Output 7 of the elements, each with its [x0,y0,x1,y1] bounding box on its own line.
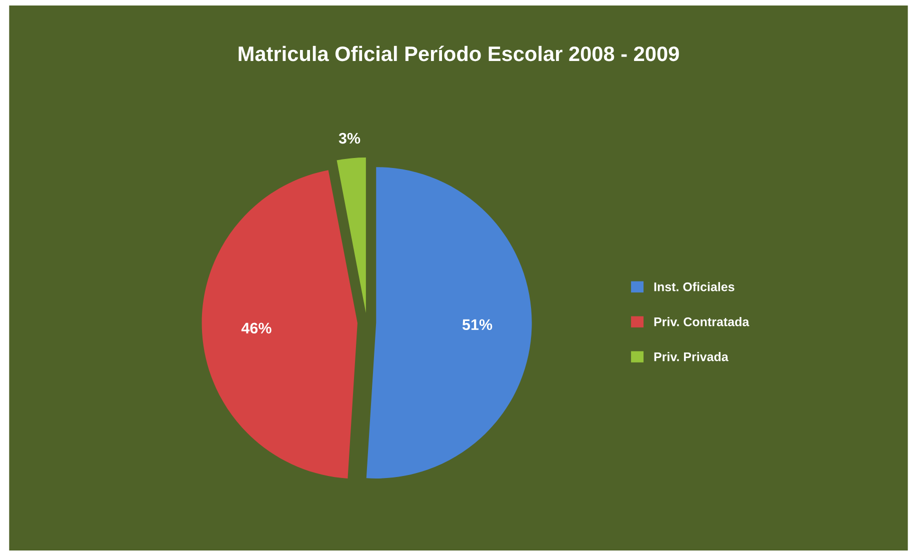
data-label: 3% [338,132,360,144]
chart-title: Matricula Oficial Período Escolar 2008 - 2009 [238,46,679,62]
legend-label: Inst. Oficiales [654,282,734,292]
data-label: 51% [462,319,492,330]
legend-label: Priv. Privada [654,352,728,362]
data-label: 46% [241,322,272,334]
legend-label: Priv. Contratada [654,317,750,326]
